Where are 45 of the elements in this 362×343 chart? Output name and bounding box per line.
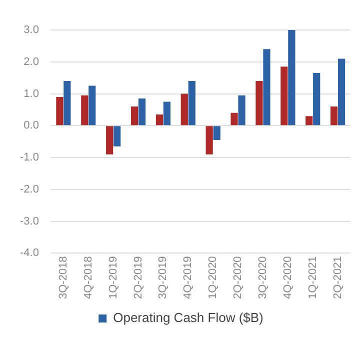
x-tick-label: 3Q-2020 xyxy=(257,256,269,300)
y-tick-label: 3.0 xyxy=(24,24,39,36)
bar xyxy=(338,58,346,126)
y-tick-label: -4.0 xyxy=(20,247,39,260)
bar xyxy=(280,66,288,126)
x-tick-label: 4Q-2018 xyxy=(82,256,94,300)
bar xyxy=(130,106,138,126)
bar xyxy=(180,94,188,126)
bar xyxy=(313,73,320,126)
x-tick-label: 1Q-2021 xyxy=(306,256,319,300)
x-tick-label: 2Q-2020 xyxy=(232,256,244,300)
y-tick-label: -2.0 xyxy=(20,183,39,196)
y-tick-label: 1.0 xyxy=(24,88,39,100)
y-tick-label: 0.0 xyxy=(24,120,39,132)
bar xyxy=(213,126,220,140)
bar xyxy=(263,49,270,126)
bar xyxy=(163,102,170,126)
x-tick-label: 1Q-2020 xyxy=(207,256,220,300)
bar xyxy=(64,81,71,126)
bar xyxy=(81,95,88,126)
bar xyxy=(330,106,338,126)
x-tick-label: 2Q-2021 xyxy=(332,256,344,300)
bar xyxy=(106,126,114,154)
x-tick-label: 2Q-2019 xyxy=(132,256,144,300)
bar xyxy=(256,81,263,126)
bar xyxy=(56,96,64,126)
bar xyxy=(138,98,146,126)
bar xyxy=(288,30,296,126)
x-tick-label: 3Q-2019 xyxy=(157,256,170,300)
x-tick-label: 1Q-2019 xyxy=(107,256,120,300)
y-tick-label: -1.0 xyxy=(20,152,39,164)
bar xyxy=(230,112,238,126)
bar xyxy=(206,126,213,154)
x-tick-label: 3Q-2018 xyxy=(57,256,70,300)
bar xyxy=(88,86,96,126)
x-tick-label: 4Q-2019 xyxy=(182,256,194,300)
y-tick-label: 2.0 xyxy=(24,56,39,68)
bar xyxy=(238,95,246,126)
legend-label: Operating Cash Flow ($B) xyxy=(113,310,264,326)
bar xyxy=(114,126,121,146)
bar xyxy=(306,116,313,126)
bar xyxy=(156,114,164,126)
y-tick-label: -3.0 xyxy=(20,215,39,228)
bar xyxy=(188,81,196,126)
x-tick-label: 4Q-2020 xyxy=(282,256,294,300)
